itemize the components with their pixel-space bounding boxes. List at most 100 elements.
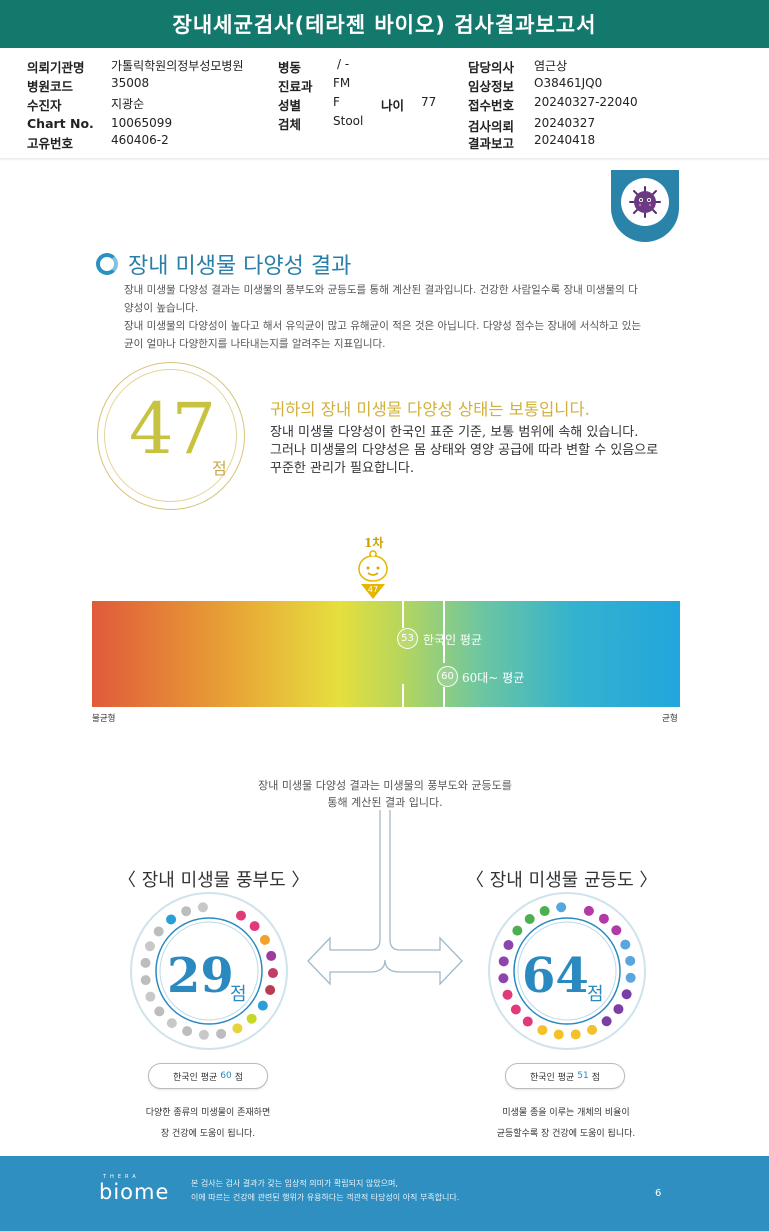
evenness-avg-prefix: 한국인 평균 — [530, 1072, 575, 1083]
microbe-dot — [510, 1004, 521, 1015]
header-divider — [0, 158, 769, 161]
richness-avg-prefix: 한국인 평균 — [173, 1072, 218, 1083]
richness-avg-value: 60 — [220, 1071, 232, 1081]
microbe-dot — [166, 1018, 177, 1029]
richness-caption-1: 다양한 종류의 미생물이 존재하면 — [145, 1108, 271, 1118]
value-ward: / - — [337, 57, 350, 71]
microbe-dot — [154, 1006, 165, 1017]
diversity-scale-bar: 53 한국인 평균 60 60대~ 평균 — [92, 601, 680, 707]
page-number: 6 — [655, 1188, 662, 1199]
microbe-dot — [498, 956, 509, 967]
microbe-dot — [503, 940, 514, 951]
korean-avg-badge: 53 — [397, 628, 418, 649]
value-specimen: Stool — [333, 114, 364, 128]
section-desc-line-1: 장내 미생물 다양성 결과는 미생물의 풍부도와 균등도를 통해 계산된 결과입… — [124, 284, 638, 296]
evenness-title: 〈 장내 미생물 균등도 〉 — [466, 870, 658, 891]
explanation-line-1: 장내 미생물 다양성 결과는 미생물의 풍부도와 균등도를 — [258, 779, 512, 792]
footer-note-2: 이에 따르는 건강에 관련된 행위가 유용하다는 객관적 타당성이 아직 부족합… — [191, 1193, 460, 1202]
microbe-dot — [267, 968, 278, 979]
microbe-dot — [524, 913, 535, 924]
footer-logo-top: THERA — [103, 1174, 140, 1180]
label-clinical-info: 임상정보 — [468, 79, 515, 94]
label-department: 진료과 — [278, 79, 313, 94]
score-circle — [97, 362, 245, 510]
diversity-message-1: 장내 미생물 다양성이 한국인 표준 기준, 보통 범위에 속해 있습니다. — [270, 425, 639, 440]
ring-icon — [96, 253, 118, 275]
microbe-dot — [236, 910, 246, 921]
footer: THERA biome 본 검사는 검사 결과가 갖는 임상적 의미가 확립되지… — [0, 1156, 769, 1231]
evenness-microbe-ring — [488, 892, 646, 1050]
richness-score: 29 — [167, 948, 234, 1004]
microbe-dot — [140, 975, 151, 986]
report-title: 장내세균검사(테라젠 바이오) 검사결과보고서 — [0, 0, 769, 48]
evenness-score-unit: 점 — [587, 984, 604, 1005]
richness-microbe-ring — [130, 892, 288, 1050]
section-title-text: 장내 미생물 다양성 결과 — [128, 254, 352, 279]
microbe-dot — [257, 1000, 268, 1011]
footer-note-1: 본 검사는 검사 결과가 갖는 임상적 의미가 확립되지 않았으며, — [191, 1179, 398, 1188]
evenness-avg-pill: 한국인 평균 51 점 — [505, 1063, 625, 1089]
label-age: 나이 — [381, 98, 405, 113]
microbe-dot — [537, 1025, 548, 1036]
diversity-headline: 귀하의 장내 미생물 다양성 상태는 보통입니다. — [270, 400, 590, 419]
richness-avg-pill: 한국인 평균 60 점 — [148, 1063, 268, 1089]
age-avg-tick-top — [443, 601, 445, 663]
microbe-dot — [232, 1023, 243, 1034]
microbe-dot — [512, 925, 523, 936]
value-physician: 염근상 — [534, 59, 568, 73]
section-desc-line-2: 양성이 높습니다. — [124, 302, 199, 314]
diversity-score: 47 — [129, 388, 216, 470]
label-chart-no: Chart No. — [27, 116, 94, 131]
value-result-reported: 20240418 — [534, 133, 596, 147]
label-referring-institution: 의뢰기관명 — [27, 60, 85, 75]
value-clinical-info: O38461JQ0 — [534, 76, 603, 90]
value-receipt-no: 20240327-22040 — [534, 95, 638, 109]
value-referring-institution: 가톨릭학원의정부성모병원 — [111, 59, 244, 73]
microbe-dot — [166, 914, 177, 925]
label-hospital-code: 병원코드 — [27, 79, 74, 94]
scale-min-label: 불균형 — [92, 714, 116, 724]
value-age: 77 — [421, 95, 437, 109]
evenness-avg-suffix: 점 — [591, 1072, 600, 1083]
label-specimen: 검체 — [278, 117, 302, 132]
microbe-dot — [145, 991, 156, 1002]
scale-max-label: 균형 — [662, 714, 678, 724]
value-test-requested: 20240327 — [534, 116, 596, 130]
section-title: 장내 미생물 다양성 결과 — [96, 248, 351, 280]
korean-avg-tick-top — [402, 601, 404, 628]
microbe-dot — [539, 906, 550, 917]
evenness-avg-value: 51 — [577, 1071, 589, 1081]
label-receipt-no: 접수번호 — [468, 98, 515, 113]
microbe-dot — [502, 989, 513, 1000]
value-chart-no: 10065099 — [111, 116, 173, 130]
scale-marker-label: 1차 — [364, 536, 384, 550]
richness-caption-2: 장 건강에 도움이 됩니다. — [160, 1129, 256, 1139]
microbe-icon — [629, 186, 661, 218]
label-sex: 성별 — [278, 98, 302, 113]
microbe-dot — [197, 902, 208, 913]
microbe-dot — [216, 1028, 227, 1039]
diversity-message-2: 그러나 미생물의 다양성은 몸 상태와 영양 공급에 따라 변할 수 있음으로 — [270, 443, 659, 458]
microbe-dot — [613, 1004, 624, 1015]
label-result-reported: 결과보고 — [468, 136, 515, 151]
label-physician: 담당의사 — [468, 60, 515, 75]
value-sex: F — [333, 95, 340, 109]
footer-logo: biome — [99, 1180, 170, 1204]
microbe-dot — [625, 972, 636, 983]
microbe-dot — [621, 989, 632, 1000]
microbe-dot — [598, 913, 609, 924]
richness-title: 〈 장내 미생물 풍부도 〉 — [118, 870, 310, 891]
microbe-dot — [583, 905, 594, 916]
microbe-dot — [625, 955, 636, 966]
label-patient-name: 수진자 — [27, 98, 62, 113]
age-avg-badge: 60 — [437, 666, 458, 687]
microbe-dot — [182, 1026, 193, 1037]
microbe-dot — [553, 1029, 564, 1040]
microbe-dot — [498, 973, 509, 984]
label-ward: 병동 — [278, 60, 302, 75]
microbe-dot — [266, 950, 277, 961]
richness-score-unit: 점 — [230, 984, 247, 1005]
evenness-score: 64 — [522, 948, 589, 1004]
microbe-dot — [198, 1029, 209, 1040]
value-patient-name: 지광순 — [111, 97, 145, 111]
